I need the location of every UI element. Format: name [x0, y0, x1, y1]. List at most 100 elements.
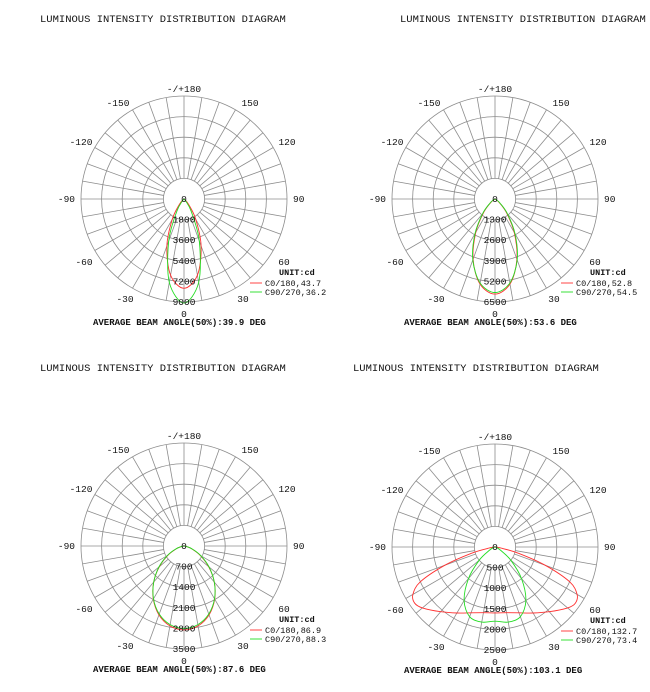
radial-tick-label: 1400 [173, 582, 196, 593]
legend-entry: C0/180,86.9 [265, 626, 321, 636]
radial-tick-label: 1500 [484, 604, 507, 615]
legend-unit: UNIT:cd [279, 615, 315, 625]
radial-tick-label: 2100 [173, 603, 196, 614]
angle-tick-label: -60 [75, 257, 92, 268]
series-curve-c90-270 [152, 545, 216, 629]
angle-tick-label: 30 [548, 642, 560, 653]
polar-chart-2: LUMINOUS INTENSITY DISTRIBUTION DIAGRAM 0… [369, 14, 646, 328]
radial-tick-label: 2600 [484, 235, 507, 246]
radial-tick-label: 3500 [173, 644, 196, 655]
series-curve-c0-180 [412, 546, 578, 614]
angle-tick-label: 60 [278, 604, 290, 615]
angle-tick-label: 0 [492, 657, 498, 668]
radial-tick-label: 1300 [484, 215, 507, 226]
radial-tick-label: 5400 [173, 256, 196, 267]
angle-tick-label: 60 [589, 605, 601, 616]
angle-tick-label: -30 [427, 642, 444, 653]
angle-tick-label: 150 [552, 98, 569, 109]
series-curve-c90-270 [472, 198, 518, 293]
angle-tick-label: 120 [589, 137, 606, 148]
grid-ring [391, 443, 599, 651]
grid-ring [453, 505, 537, 589]
angle-tick-label: -/+180 [478, 432, 513, 443]
grid-ring [101, 116, 267, 282]
angle-tick-label: 60 [589, 257, 601, 268]
grid-ring [412, 464, 578, 630]
chart-title: LUMINOUS INTENSITY DISTRIBUTION DIAGRAM [40, 14, 286, 26]
angle-tick-label: 0 [181, 309, 187, 320]
polar-chart-1: LUMINOUS INTENSITY DISTRIBUTION DIAGRAM 0… [40, 14, 326, 328]
angle-tick-label: 90 [604, 194, 616, 205]
legend-unit: UNIT:cd [590, 616, 626, 626]
angle-tick-label: -90 [369, 542, 386, 553]
grid-ring [80, 442, 288, 650]
polar-chart-4: LUMINOUS INTENSITY DISTRIBUTION DIAGRAM 0… [353, 363, 637, 676]
angle-tick-label: -/+180 [478, 84, 513, 95]
angle-tick-label: -/+180 [167, 431, 202, 442]
legend-entry: C90/270,73.4 [576, 636, 637, 646]
angle-tick-label: -60 [386, 605, 403, 616]
angle-tick-label: -120 [381, 137, 404, 148]
radial-tick-label: 0 [492, 542, 498, 553]
angle-tick-label: -/+180 [167, 84, 202, 95]
angle-tick-label: 150 [241, 445, 258, 456]
angle-tick-label: 120 [589, 485, 606, 496]
angle-tick-label: -150 [418, 98, 441, 109]
angle-tick-label: -90 [58, 541, 75, 552]
grid-ring [121, 483, 247, 609]
angle-tick-label: -60 [75, 604, 92, 615]
radial-tick-label: 0 [181, 541, 187, 552]
grid-ring [432, 136, 558, 262]
polar-chart-3: LUMINOUS INTENSITY DISTRIBUTION DIAGRAM 0… [40, 363, 326, 675]
grid-ring [162, 177, 205, 220]
grid-ring [453, 157, 537, 241]
angle-tick-label: -150 [107, 445, 130, 456]
series-curve-c90-270 [463, 546, 527, 623]
grid-ring [162, 525, 205, 568]
angle-tick-label: 120 [278, 137, 295, 148]
grid-ring [142, 157, 226, 241]
radial-tick-label: 1800 [173, 215, 196, 226]
beam-angle-text: AVERAGE BEAM ANGLE(50%):39.9 DEG [93, 318, 266, 328]
angle-tick-label: -90 [58, 194, 75, 205]
legend-unit: UNIT:cd [279, 268, 315, 278]
radial-tick-label: 9000 [173, 297, 196, 308]
angle-tick-label: -120 [381, 485, 404, 496]
radial-tick-label: 700 [175, 562, 192, 573]
angle-tick-label: 30 [237, 641, 249, 652]
chart-title: LUMINOUS INTENSITY DISTRIBUTION DIAGRAM [353, 363, 599, 375]
radial-tick-label: 6500 [484, 297, 507, 308]
angle-tick-label: 30 [548, 294, 560, 305]
angle-tick-label: 60 [278, 257, 290, 268]
grid-ring [412, 116, 578, 282]
chart-title: LUMINOUS INTENSITY DISTRIBUTION DIAGRAM [40, 363, 286, 375]
angle-tick-label: 90 [293, 194, 305, 205]
angle-tick-label: 150 [241, 98, 258, 109]
radial-tick-label: 7200 [173, 276, 196, 287]
chart-title: LUMINOUS INTENSITY DISTRIBUTION DIAGRAM [400, 14, 646, 26]
angle-tick-label: 30 [237, 294, 249, 305]
legend-entry: C0/180,132.7 [576, 627, 637, 637]
radial-tick-label: 2500 [484, 645, 507, 656]
angle-tick-label: 0 [181, 656, 187, 667]
radial-tick-label: 3600 [173, 235, 196, 246]
radial-tick-label: 0 [181, 194, 187, 205]
angle-tick-label: 150 [552, 446, 569, 457]
angle-tick-label: -120 [70, 484, 93, 495]
angle-tick-label: 90 [293, 541, 305, 552]
legend-entry: C0/180,52.8 [576, 279, 632, 289]
angle-tick-label: -150 [418, 446, 441, 457]
angle-tick-label: -60 [386, 257, 403, 268]
legend-entry: C90/270,88.3 [265, 635, 326, 645]
angle-tick-label: -90 [369, 194, 386, 205]
radial-tick-label: 5200 [484, 276, 507, 287]
legend-entry: C90/270,36.2 [265, 288, 326, 298]
radial-tick-label: 3900 [484, 256, 507, 267]
angle-tick-label: 0 [492, 309, 498, 320]
angle-tick-label: -30 [116, 294, 133, 305]
angle-tick-label: -30 [427, 294, 444, 305]
series-curve-c90-270 [167, 198, 201, 304]
beam-angle-text: AVERAGE BEAM ANGLE(50%):87.6 DEG [93, 665, 266, 675]
angle-tick-label: -120 [70, 137, 93, 148]
